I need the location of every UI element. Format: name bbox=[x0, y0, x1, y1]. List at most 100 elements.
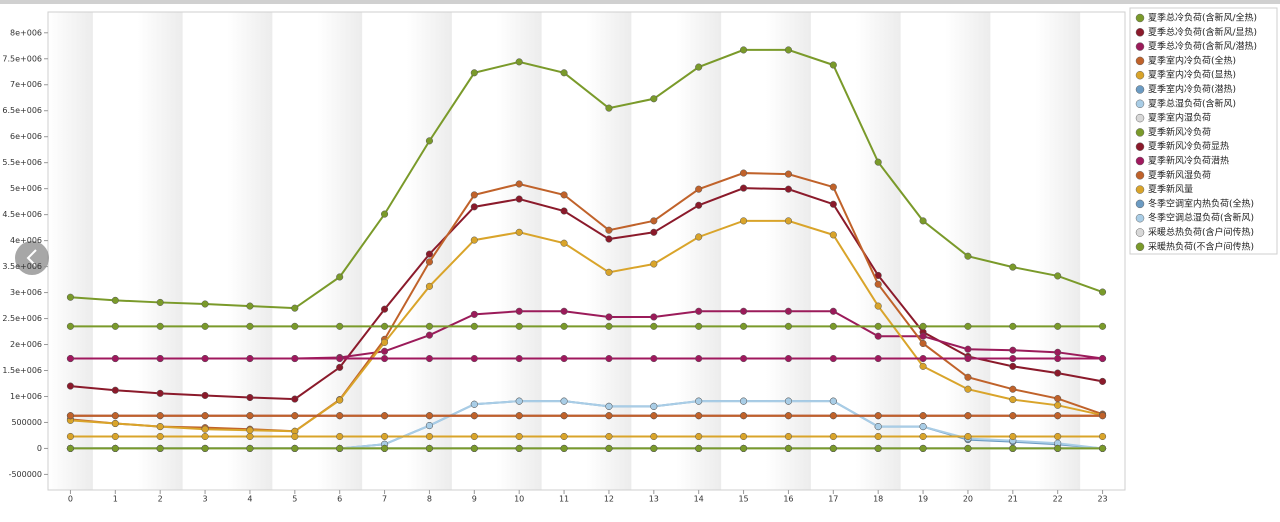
data-point bbox=[425, 258, 433, 266]
data-point bbox=[515, 355, 523, 363]
top-border bbox=[0, 0, 1280, 4]
data-point bbox=[740, 307, 748, 315]
data-point bbox=[66, 322, 74, 330]
data-point bbox=[829, 200, 837, 208]
band bbox=[766, 12, 811, 490]
data-point bbox=[740, 397, 748, 405]
data-point bbox=[515, 432, 523, 441]
legend-label: 夏季新风冷负荷显热 bbox=[1148, 140, 1229, 152]
data-point bbox=[784, 217, 792, 225]
data-point bbox=[874, 280, 882, 288]
data-point bbox=[246, 412, 254, 420]
data-point bbox=[291, 304, 299, 312]
data-point bbox=[381, 338, 389, 346]
data-point bbox=[650, 322, 658, 330]
data-point bbox=[695, 63, 703, 71]
x-tick-label: 18 bbox=[873, 495, 883, 504]
data-point bbox=[66, 382, 74, 390]
x-tick-label: 21 bbox=[1008, 495, 1018, 504]
y-tick-label: 2e+006 bbox=[10, 340, 42, 349]
band bbox=[227, 12, 273, 490]
data-point bbox=[291, 444, 299, 452]
data-point bbox=[560, 397, 568, 405]
data-point bbox=[1009, 355, 1017, 363]
legend-label: 夏季总冷负荷(含新风/显热) bbox=[1148, 26, 1257, 38]
data-point bbox=[919, 432, 927, 441]
data-point bbox=[425, 422, 433, 430]
data-point bbox=[1099, 355, 1107, 363]
data-point bbox=[336, 273, 344, 281]
data-point bbox=[111, 419, 119, 428]
data-point bbox=[201, 300, 209, 308]
data-point bbox=[829, 397, 837, 405]
y-tick-label: 8e+006 bbox=[10, 28, 42, 37]
y-tick-label: 4e+006 bbox=[10, 236, 42, 245]
data-point bbox=[650, 432, 658, 441]
data-point bbox=[784, 355, 792, 363]
data-point bbox=[470, 310, 478, 318]
x-tick-label: 14 bbox=[694, 495, 704, 504]
data-point bbox=[1054, 395, 1062, 403]
data-point bbox=[470, 191, 478, 199]
legend-label: 夏季新风冷负荷 bbox=[1148, 126, 1211, 138]
data-point bbox=[1099, 432, 1107, 441]
nav-circle[interactable] bbox=[15, 241, 49, 275]
legend-label: 夏季新风量 bbox=[1148, 183, 1193, 195]
data-point bbox=[66, 293, 74, 301]
data-point bbox=[874, 432, 882, 441]
data-point bbox=[246, 432, 254, 441]
data-point bbox=[605, 313, 613, 321]
legend-label: 采暖总热负荷(含户间传热) bbox=[1148, 226, 1254, 238]
data-point bbox=[515, 228, 523, 236]
data-point bbox=[964, 373, 972, 381]
series-line bbox=[70, 48, 1103, 310]
legend-marker bbox=[1135, 85, 1145, 94]
nav-arrow bbox=[26, 249, 37, 267]
data-point bbox=[695, 185, 703, 193]
data-point bbox=[1054, 412, 1062, 420]
band bbox=[945, 12, 991, 490]
series-line bbox=[70, 172, 1103, 433]
data-point bbox=[156, 412, 164, 420]
band bbox=[676, 12, 722, 490]
data-point bbox=[336, 444, 344, 452]
x-tick-label: 3 bbox=[203, 495, 208, 504]
data-point bbox=[246, 355, 254, 363]
data-point bbox=[66, 432, 74, 441]
x-tick-label: 0 bbox=[68, 495, 73, 504]
data-point bbox=[919, 355, 927, 363]
legend-label: 采暖热负荷(不含户间传热) bbox=[1148, 240, 1254, 252]
data-point bbox=[1054, 401, 1062, 409]
data-point bbox=[829, 231, 837, 239]
data-point bbox=[874, 302, 882, 310]
y-tick-label: 6e+006 bbox=[10, 132, 42, 141]
data-point bbox=[246, 302, 254, 310]
data-point bbox=[829, 355, 837, 363]
data-point bbox=[784, 46, 792, 54]
legend-label: 冬季空调总湿负荷(含新风) bbox=[1148, 212, 1254, 224]
data-point bbox=[650, 217, 658, 225]
data-point bbox=[336, 432, 344, 441]
data-point bbox=[964, 355, 972, 363]
data-point bbox=[291, 412, 299, 420]
data-point bbox=[650, 412, 658, 420]
nav-button[interactable] bbox=[15, 241, 49, 275]
x-tick-label: 22 bbox=[1053, 495, 1063, 504]
data-point bbox=[470, 444, 478, 452]
data-point bbox=[1099, 444, 1107, 452]
data-point bbox=[156, 432, 164, 441]
data-point bbox=[964, 252, 972, 260]
x-tick-label: 7 bbox=[382, 495, 387, 504]
band bbox=[1035, 12, 1081, 490]
data-point bbox=[336, 363, 344, 371]
data-point bbox=[425, 322, 433, 330]
data-point bbox=[201, 444, 209, 452]
data-point bbox=[156, 423, 164, 431]
legend-marker bbox=[1135, 156, 1145, 166]
data-point bbox=[784, 412, 792, 420]
data-point bbox=[964, 345, 972, 353]
data-point bbox=[515, 444, 523, 452]
data-point bbox=[695, 397, 703, 405]
data-point bbox=[964, 432, 972, 441]
